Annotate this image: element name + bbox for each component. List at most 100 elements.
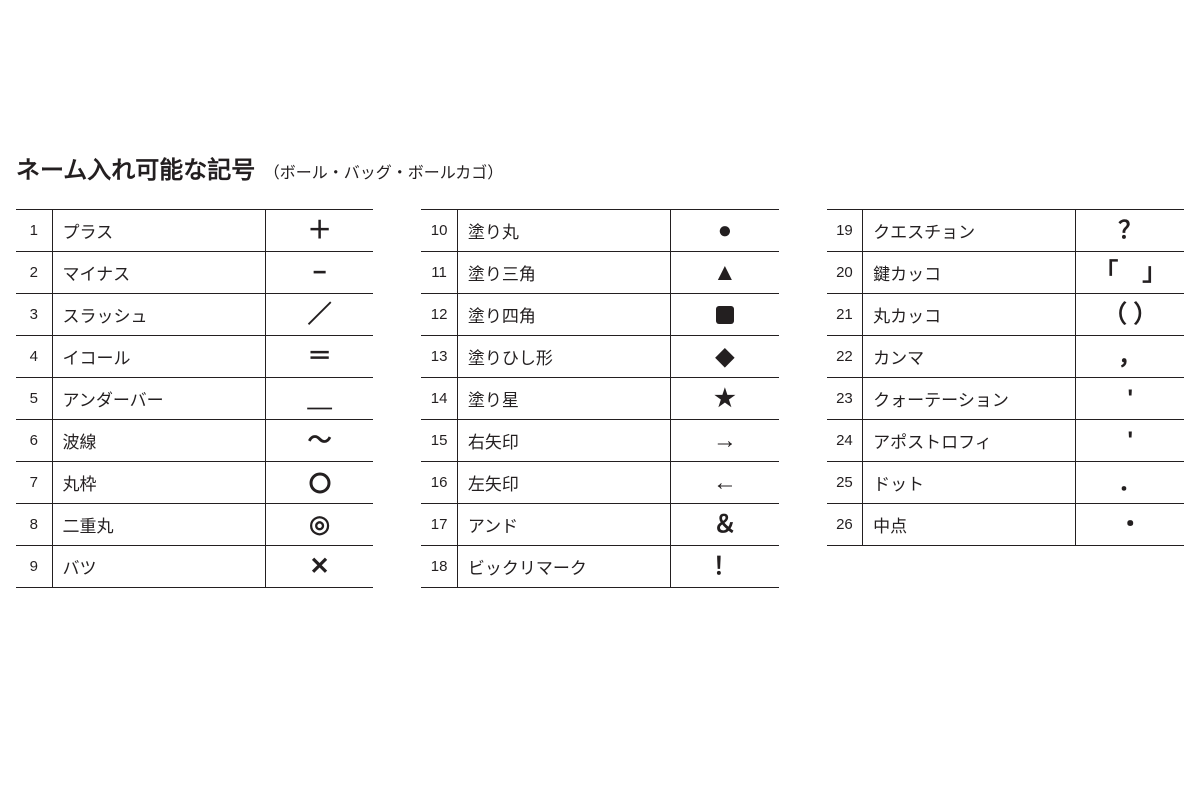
table-row: 6波線〜 xyxy=(16,420,373,462)
row-number: 18 xyxy=(421,546,457,588)
symbol-glyph: ！ xyxy=(671,546,779,588)
symbol-name: クォーテーション xyxy=(863,378,1076,420)
table-row: 9バツ✕ xyxy=(16,546,373,588)
row-number: 4 xyxy=(16,336,52,378)
row-number: 5 xyxy=(16,378,52,420)
symbol-glyph: ？ xyxy=(1076,210,1184,252)
row-number: 11 xyxy=(421,252,457,294)
symbol-name: アンド xyxy=(457,504,670,546)
row-number: 20 xyxy=(827,252,863,294)
page-subtitle: （ボール・バッグ・ボールカゴ） xyxy=(264,165,504,182)
symbol-glyph: ◆ xyxy=(671,336,779,378)
symbol-name: アポストロフィ xyxy=(863,420,1076,462)
symbol-glyph: ， xyxy=(1076,336,1184,378)
symbol-name: 塗り四角 xyxy=(457,294,670,336)
table-row: 5アンダーバー＿ xyxy=(16,378,373,420)
symbol-glyph: ' xyxy=(1076,420,1184,462)
table-row: 12塗り四角 xyxy=(421,294,778,336)
row-number: 15 xyxy=(421,420,457,462)
column-1: 1プラス＋2マイナス−3スラッシュ／4イコール＝5アンダーバー＿6波線〜7丸枠8… xyxy=(16,209,373,588)
symbol-name: クエスチョン xyxy=(863,210,1076,252)
symbol-glyph: − xyxy=(265,252,373,294)
symbol-name: 塗り丸 xyxy=(457,210,670,252)
row-number: 25 xyxy=(827,462,863,504)
row-number: 3 xyxy=(16,294,52,336)
table-row: 22カンマ， xyxy=(827,336,1184,378)
table-row: 10塗り丸● xyxy=(421,210,778,252)
page-title: ネーム入れ可能な記号 xyxy=(16,157,255,184)
symbol-glyph: ★ xyxy=(671,378,779,420)
symbol-name: 二重丸 xyxy=(52,504,265,546)
column-3: 19クエスチョン？20鍵カッコ「 」21丸カッコ（ ）22カンマ，23クォーテー… xyxy=(827,209,1184,588)
heading: ネーム入れ可能な記号 （ボール・バッグ・ボールカゴ） xyxy=(16,150,1184,185)
row-number: 17 xyxy=(421,504,457,546)
row-number: 24 xyxy=(827,420,863,462)
symbol-glyph: 〜 xyxy=(265,420,373,462)
symbol-name: 丸カッコ xyxy=(863,294,1076,336)
row-number: 9 xyxy=(16,546,52,588)
symbol-glyph: ． xyxy=(1076,462,1184,504)
row-number: 2 xyxy=(16,252,52,294)
table-row: 8二重丸◎ xyxy=(16,504,373,546)
symbol-name: 塗り星 xyxy=(457,378,670,420)
symbol-name: 波線 xyxy=(52,420,265,462)
table-row: 11塗り三角▲ xyxy=(421,252,778,294)
row-number: 6 xyxy=(16,420,52,462)
table-row: 25ドット． xyxy=(827,462,1184,504)
row-number: 19 xyxy=(827,210,863,252)
symbol-glyph: （ ） xyxy=(1076,294,1184,336)
symbol-glyph: ● xyxy=(671,210,779,252)
symbol-glyph: ＝ xyxy=(265,336,373,378)
table-row: 2マイナス− xyxy=(16,252,373,294)
table-row: 7丸枠 xyxy=(16,462,373,504)
table-row: 4イコール＝ xyxy=(16,336,373,378)
symbol-glyph: ✕ xyxy=(265,546,373,588)
symbol-name: 中点 xyxy=(863,504,1076,546)
symbol-name: マイナス xyxy=(52,252,265,294)
row-number: 26 xyxy=(827,504,863,546)
column-2: 10塗り丸●11塗り三角▲12塗り四角13塗りひし形◆14塗り星★15右矢印→1… xyxy=(421,209,778,588)
symbol-name: 鍵カッコ xyxy=(863,252,1076,294)
symbol-name: 丸枠 xyxy=(52,462,265,504)
table-row: 18ビックリマーク！ xyxy=(421,546,778,588)
symbol-name: イコール xyxy=(52,336,265,378)
row-number: 22 xyxy=(827,336,863,378)
row-number: 21 xyxy=(827,294,863,336)
table-row: 23クォーテーション' xyxy=(827,378,1184,420)
table-row: 19クエスチョン？ xyxy=(827,210,1184,252)
row-number: 1 xyxy=(16,210,52,252)
symbol-glyph: ← xyxy=(671,462,779,504)
symbol-glyph: ◎ xyxy=(265,504,373,546)
symbol-name: 左矢印 xyxy=(457,462,670,504)
table-row: 14塗り星★ xyxy=(421,378,778,420)
symbol-name: 塗り三角 xyxy=(457,252,670,294)
row-number: 13 xyxy=(421,336,457,378)
table-row: 3スラッシュ／ xyxy=(16,294,373,336)
table-row: 24アポストロフィ' xyxy=(827,420,1184,462)
row-number: 7 xyxy=(16,462,52,504)
row-number: 8 xyxy=(16,504,52,546)
symbol-name: ドット xyxy=(863,462,1076,504)
symbol-name: カンマ xyxy=(863,336,1076,378)
table-row: 13塗りひし形◆ xyxy=(421,336,778,378)
symbol-name: バツ xyxy=(52,546,265,588)
row-number: 23 xyxy=(827,378,863,420)
symbol-glyph: ▲ xyxy=(671,252,779,294)
symbol-glyph: ・ xyxy=(1076,504,1184,546)
row-number: 16 xyxy=(421,462,457,504)
symbol-name: プラス xyxy=(52,210,265,252)
table-row: 26中点・ xyxy=(827,504,1184,546)
symbol-glyph: ＆ xyxy=(671,504,779,546)
row-number: 12 xyxy=(421,294,457,336)
symbol-name: ビックリマーク xyxy=(457,546,670,588)
symbol-glyph: 「 」 xyxy=(1076,252,1184,294)
table-row: 21丸カッコ（ ） xyxy=(827,294,1184,336)
symbol-name: 塗りひし形 xyxy=(457,336,670,378)
table-row: 1プラス＋ xyxy=(16,210,373,252)
symbol-glyph: → xyxy=(671,420,779,462)
symbol-name: 右矢印 xyxy=(457,420,670,462)
symbol-glyph: ＿ xyxy=(265,378,373,420)
symbol-glyph: ＋ xyxy=(265,210,373,252)
symbol-glyph: ／ xyxy=(265,294,373,336)
symbol-name: スラッシュ xyxy=(52,294,265,336)
